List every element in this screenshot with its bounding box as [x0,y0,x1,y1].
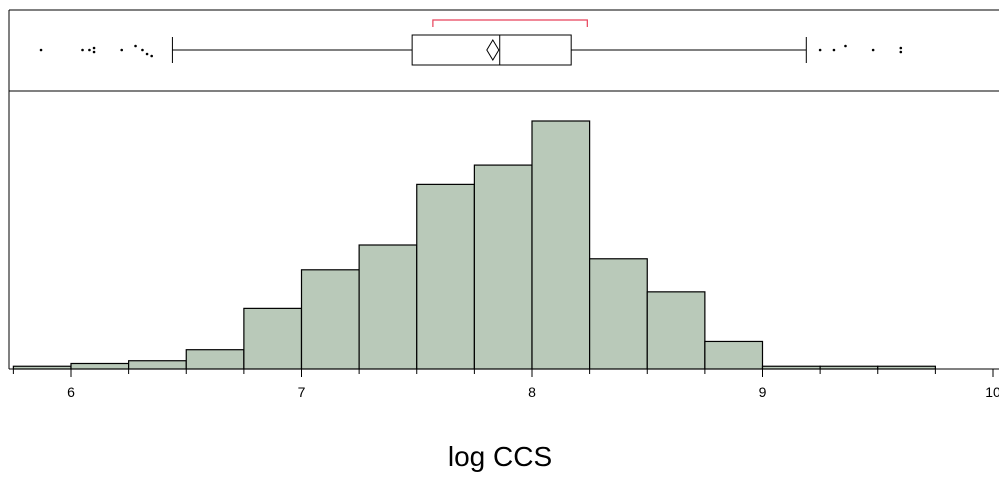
histogram-bar-8 [473,164,533,370]
outlier-point-1 [81,48,84,52]
outlier-point-12 [844,44,847,48]
histogram-bar-1 [70,362,130,370]
histogram-bar-6 [358,244,418,370]
outlier-point-11 [832,48,836,52]
x-tick-label-1: 7 [298,384,306,400]
x-tick-label-4: 10 [985,384,999,400]
mean-diamond [486,39,500,61]
outlier-point-9 [150,54,153,58]
histogram-bar-4 [243,307,303,370]
outlier-point-15 [899,50,903,54]
histogram-bar-12 [704,340,764,370]
x-axis-title: log CCS [448,441,552,472]
outlier-point-10 [818,48,822,52]
histogram-bar-2 [128,360,187,370]
outlier-point-13 [871,48,875,52]
histogram-bar-10 [589,258,648,370]
x-tick-label-2: 8 [528,384,536,400]
outlier-point-6 [134,44,137,48]
histogram-bar-9 [531,120,591,370]
outlier-point-4 [92,50,96,54]
histogram-bar-3 [185,349,245,370]
mean-ci-bracket [432,19,588,27]
histogram-bar-7 [416,183,475,370]
outlier-point-8 [145,52,149,56]
x-tick-label-0: 6 [67,384,75,400]
outlier-point-7 [141,48,144,52]
outlier-point-5 [120,48,124,52]
outlier-point-2 [88,48,91,52]
outlier-point-14 [899,46,903,50]
histogram-bar-5 [300,269,360,370]
histogram-bar-11 [646,291,706,370]
x-axis: 6 7 8 9 10 [9,368,999,400]
histogram-panel [8,91,936,370]
outlier-point-0 [39,48,43,52]
boxplot-panel [8,9,999,92]
x-tick-label-3: 9 [759,384,767,400]
outlier-point-3 [92,46,96,50]
